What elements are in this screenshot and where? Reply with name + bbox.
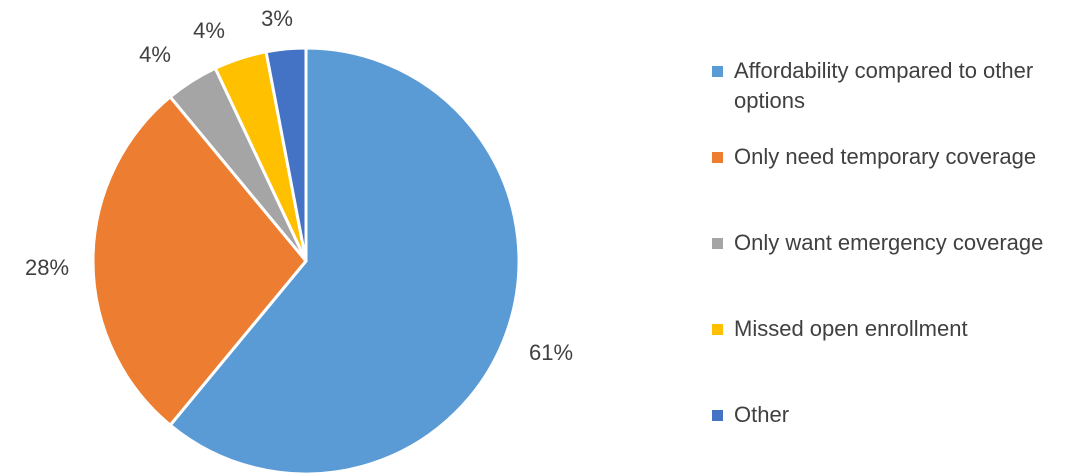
legend-swatch-affordability xyxy=(712,66,723,77)
legend-swatch-temporary-coverage xyxy=(712,152,723,163)
legend-label-affordability: Affordability compared to other options xyxy=(734,58,1034,113)
pie-slice-other xyxy=(264,46,308,263)
data-label-emergency-coverage: 4% xyxy=(139,42,171,67)
legend-item-temporary-coverage: Only need temporary coverage xyxy=(710,142,1064,172)
pie-slice-temporary-coverage xyxy=(91,95,308,427)
pie-chart-plot: 61% 28% 4% 4% 3% xyxy=(25,6,573,475)
legend-item-other: Other xyxy=(710,400,1064,430)
data-label-other: 3% xyxy=(261,6,293,31)
legend-item-emergency-coverage: Only want emergency coverage xyxy=(710,228,1064,258)
legend-swatch-emergency-coverage xyxy=(712,238,723,249)
legend-label-temporary-coverage: Only need temporary coverage xyxy=(734,144,1037,169)
pie-slice-affordability xyxy=(168,46,521,475)
data-label-temporary-coverage: 28% xyxy=(25,255,69,280)
legend-item-affordability: Affordability compared to other options xyxy=(710,56,1064,116)
legend-label-other: Other xyxy=(734,402,790,427)
data-label-affordability: 61% xyxy=(529,340,573,365)
legend-item-missed-enrollment: Missed open enrollment xyxy=(710,314,1064,344)
legend-label-emergency-coverage: Only want emergency coverage xyxy=(734,230,1044,255)
data-label-missed-enrollment: 4% xyxy=(193,18,225,43)
legend-swatch-other xyxy=(712,410,723,421)
legend-swatch-missed-enrollment xyxy=(712,324,723,335)
legend-label-missed-enrollment: Missed open enrollment xyxy=(734,316,968,341)
